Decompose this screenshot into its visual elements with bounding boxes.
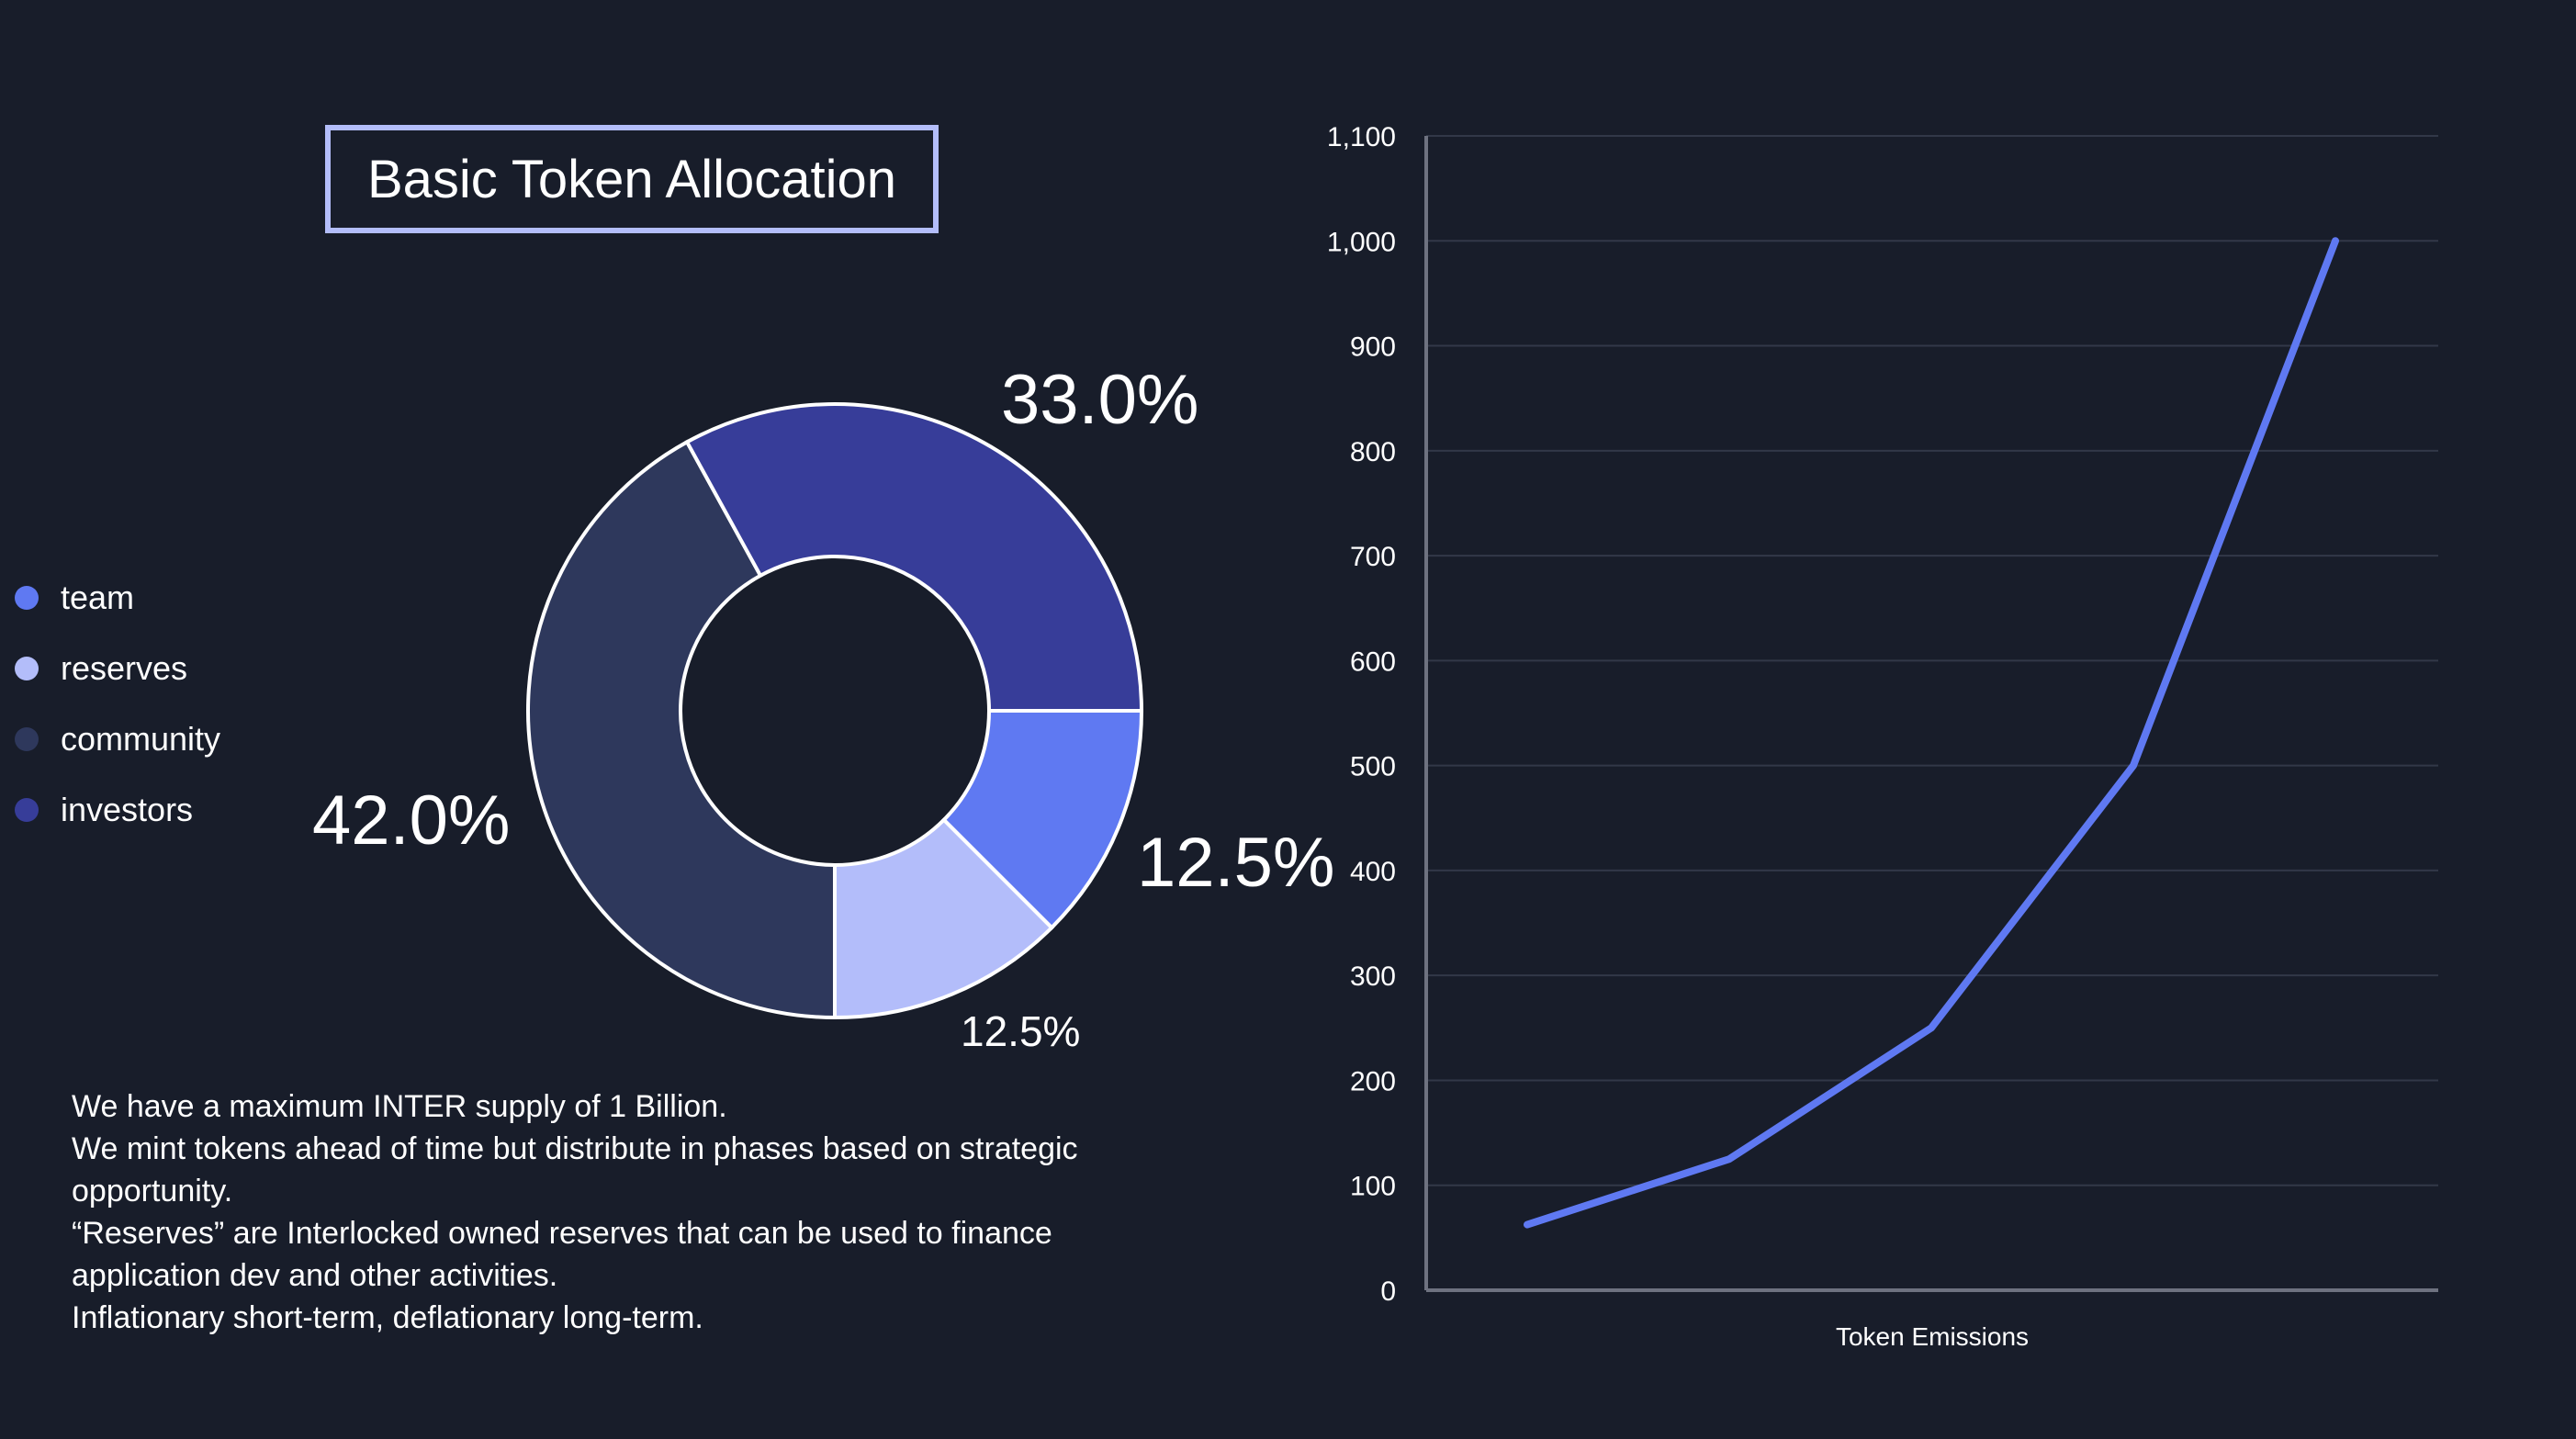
legend-swatch-team	[15, 585, 39, 610]
series-line	[1524, 237, 2339, 1229]
legend-label: team	[61, 578, 135, 616]
y-tick-label: 600	[1350, 646, 1396, 677]
legend-label: community	[61, 719, 221, 758]
slice-community	[526, 439, 837, 1020]
note-line: “Reserves” are Interlocked owned reserve…	[72, 1216, 1052, 1293]
y-tick-label: 100	[1350, 1172, 1396, 1202]
note-line: We mint tokens ahead of time but distrib…	[72, 1131, 1078, 1209]
y-tick-label: 0	[1380, 1276, 1396, 1307]
y-tick-label: 400	[1350, 857, 1396, 887]
slice-investors	[684, 402, 1144, 713]
legend-label: reserves	[61, 648, 188, 687]
legend-item-community: community	[15, 703, 220, 774]
y-tick-label: 1,000	[1327, 227, 1396, 257]
y-tick-label: 800	[1350, 437, 1396, 467]
y-tick-label: 300	[1350, 961, 1396, 992]
x-axis-label: Token Emissions	[1836, 1322, 2029, 1351]
slice-label-investors: 33.0%	[1001, 361, 1199, 439]
slice-label-team: 12.5%	[1137, 824, 1335, 902]
note-line: Inflationary short-term, deflationary lo…	[72, 1300, 703, 1335]
y-tick-label: 500	[1350, 752, 1396, 782]
legend: team reserves community investors	[15, 562, 220, 845]
legend-label: investors	[61, 790, 194, 828]
legend-swatch-reserves	[15, 656, 39, 680]
slice-label-community: 42.0%	[312, 781, 511, 860]
legend-swatch-community	[15, 726, 39, 751]
y-tick-label: 700	[1350, 542, 1396, 572]
legend-item-reserves: reserves	[15, 633, 220, 703]
y-tick-label: 900	[1350, 332, 1396, 363]
legend-item-investors: investors	[15, 774, 220, 845]
y-tick-label: 1,100	[1327, 122, 1396, 152]
slice-reserves	[833, 816, 1054, 1020]
slice-team	[940, 709, 1144, 930]
chart-title: Basic Token Allocation	[325, 125, 939, 233]
note-line: We have a maximum INTER supply of 1 Bill…	[72, 1089, 727, 1124]
legend-swatch-investors	[15, 797, 39, 822]
y-tick-label: 200	[1350, 1066, 1396, 1096]
notes: We have a maximum INTER supply of 1 Bill…	[72, 1085, 1192, 1339]
legend-item-team: team	[15, 562, 220, 633]
slice-label-reserves: 12.5%	[961, 1007, 1081, 1055]
